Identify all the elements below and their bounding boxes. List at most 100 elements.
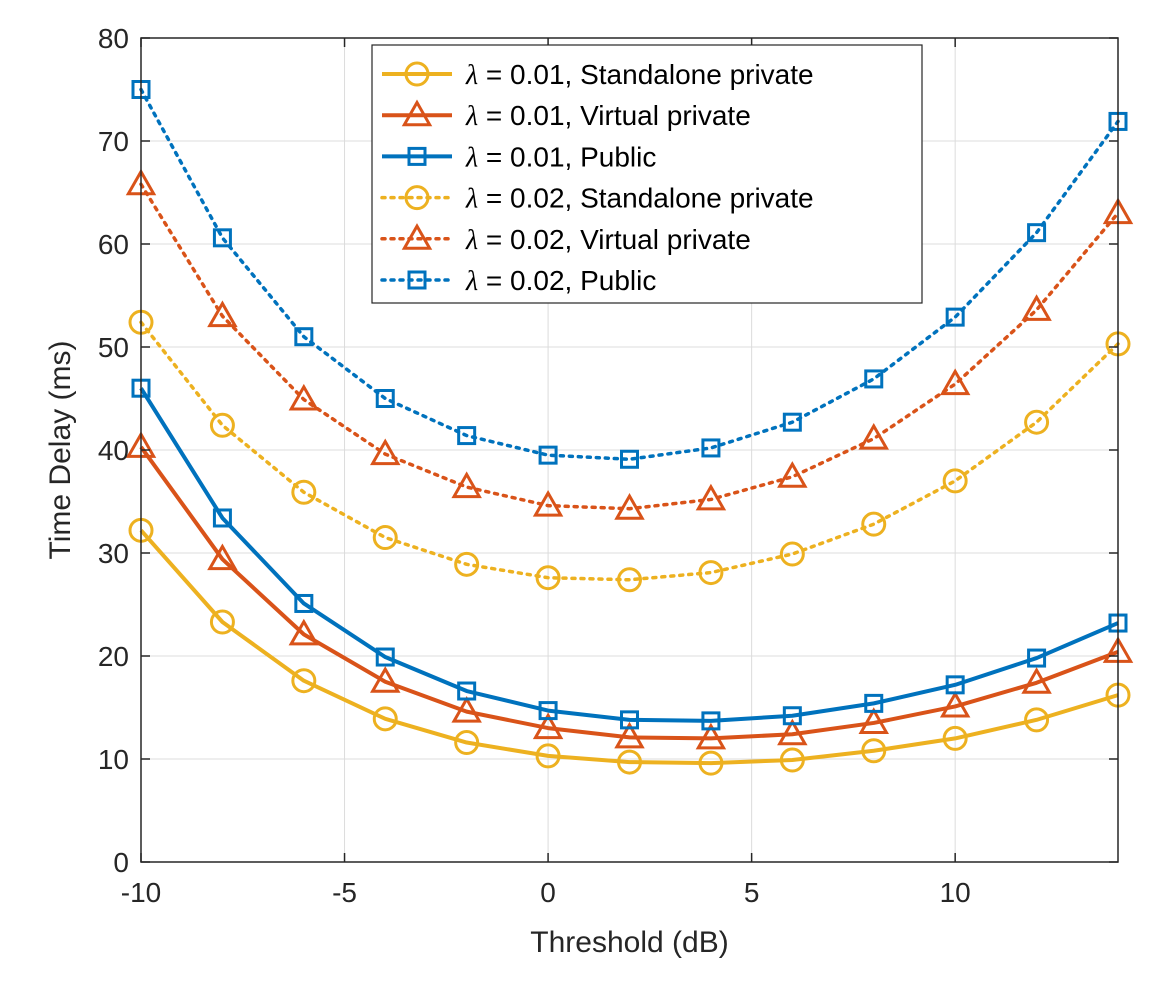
data-point xyxy=(701,438,721,458)
data-point xyxy=(294,593,314,613)
y-tick-label: 10 xyxy=(98,744,129,775)
y-axis-title: Time Delay (ms) xyxy=(44,341,77,560)
data-point xyxy=(777,718,808,746)
legend-label: λ = 0.02, Standalone private xyxy=(465,183,814,215)
series-6 xyxy=(131,80,1128,469)
data-point xyxy=(535,565,561,591)
x-tick-label: -10 xyxy=(121,877,161,908)
data-point xyxy=(698,560,724,586)
data-point xyxy=(695,483,727,511)
data-point xyxy=(620,449,639,469)
axis-ticks xyxy=(140,37,1118,863)
data-point xyxy=(1027,648,1047,668)
data-point xyxy=(538,701,558,721)
data-point xyxy=(457,681,477,701)
data-point xyxy=(207,543,238,571)
data-point xyxy=(782,412,802,432)
data-point xyxy=(698,750,724,776)
data-point xyxy=(779,747,805,773)
series-line xyxy=(139,182,1120,511)
legend-entry-5: λ = 0.02, Virtual private xyxy=(380,223,751,256)
data-point xyxy=(1021,294,1052,321)
data-point xyxy=(1027,223,1047,243)
data-point xyxy=(617,567,642,593)
legend-marker xyxy=(407,146,427,166)
y-tick-label: 0 xyxy=(113,847,129,878)
data-point xyxy=(942,468,968,494)
data-point xyxy=(939,690,971,718)
series-5 xyxy=(125,168,1134,520)
data-point xyxy=(454,730,480,756)
data-point xyxy=(864,693,884,713)
data-point xyxy=(617,749,642,775)
data-point xyxy=(942,725,968,751)
y-tick-label: 40 xyxy=(98,435,129,466)
series-4 xyxy=(128,309,1131,593)
legend-label: λ = 0.01, Public xyxy=(465,141,656,173)
legend-label: λ = 0.01, Standalone private xyxy=(465,59,814,91)
data-point xyxy=(209,412,235,438)
data-point xyxy=(861,511,887,537)
data-point xyxy=(532,712,564,740)
series-line xyxy=(139,387,1119,723)
y-tick-label: 30 xyxy=(98,538,129,569)
y-tick-label: 80 xyxy=(98,23,129,54)
legend-entry-3: λ = 0.01, Public xyxy=(382,141,656,173)
data-point xyxy=(620,710,639,730)
data-point xyxy=(291,479,317,505)
data-point xyxy=(858,707,889,734)
data-point xyxy=(1021,667,1052,694)
series-line xyxy=(139,320,1120,582)
data-point xyxy=(779,541,805,567)
data-point xyxy=(291,668,317,694)
data-point xyxy=(864,369,884,389)
data-point xyxy=(861,738,887,764)
legend-box xyxy=(371,44,923,304)
axis-tick-labels: -10 -5 0 5 10 0 10 20 30 40 50 60 70 80 xyxy=(98,23,971,908)
legend: λ = 0.01, Standalone private λ = 0.01, Vi… xyxy=(371,44,923,304)
series-1 xyxy=(128,517,1131,776)
legend-label: λ = 0.02, Public xyxy=(465,265,656,297)
x-tick-label: 10 xyxy=(940,877,971,908)
y-tick-label: 70 xyxy=(98,126,129,157)
legend-entry-6: λ = 0.02, Public xyxy=(380,265,656,297)
y-tick-label: 60 xyxy=(98,229,129,260)
data-point xyxy=(777,461,808,488)
data-point xyxy=(212,228,232,248)
data-point xyxy=(1024,409,1050,435)
data-point xyxy=(370,666,401,693)
data-point xyxy=(375,389,395,408)
data-point xyxy=(372,525,398,551)
data-point xyxy=(288,383,320,411)
series-line xyxy=(139,87,1120,462)
data-point xyxy=(939,368,971,396)
data-point xyxy=(288,618,320,646)
x-tick-label: 0 xyxy=(540,877,556,908)
series-2 xyxy=(125,431,1134,750)
legend-entry-4: λ = 0.02, Standalone private xyxy=(380,183,814,215)
data-point xyxy=(945,307,965,327)
data-point xyxy=(532,489,564,517)
data-point xyxy=(614,721,645,749)
legend-marker xyxy=(407,270,427,290)
legend-entry-2: λ = 0.01, Virtual private xyxy=(382,99,751,132)
legend-marker xyxy=(401,99,433,127)
series-line xyxy=(139,529,1119,766)
data-point xyxy=(454,551,480,577)
x-tick-label: -5 xyxy=(332,877,357,908)
x-axis-title: Threshold (dB) xyxy=(530,926,728,959)
data-point xyxy=(782,706,802,726)
data-point xyxy=(457,426,477,446)
series-layer xyxy=(125,80,1134,776)
legend-marker xyxy=(404,185,430,211)
legend-entry-1: λ = 0.01, Standalone private xyxy=(382,59,814,91)
data-point xyxy=(294,327,314,347)
data-point xyxy=(207,300,238,328)
data-point xyxy=(451,695,482,723)
y-tick-label: 50 xyxy=(98,332,129,363)
data-point xyxy=(212,508,232,528)
series-line xyxy=(139,445,1119,741)
data-point xyxy=(538,445,558,465)
data-point xyxy=(451,471,482,499)
